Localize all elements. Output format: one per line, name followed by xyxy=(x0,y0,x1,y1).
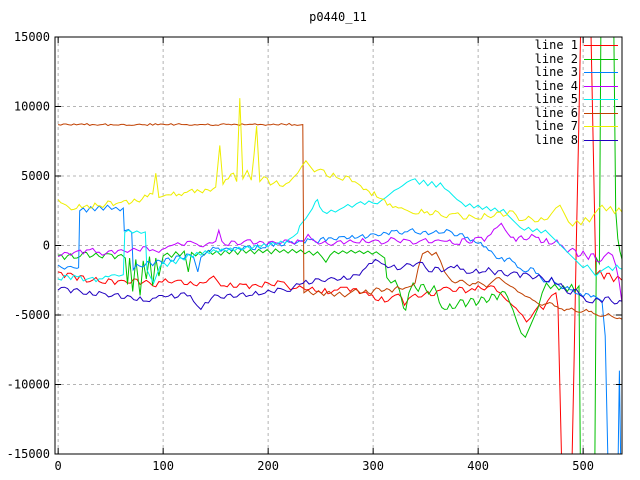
series-line-1 xyxy=(57,37,622,454)
series-line-8 xyxy=(57,258,622,311)
y-tick-label: -15000 xyxy=(7,447,50,461)
y-tick-label: -10000 xyxy=(7,378,50,392)
y-tick-label: 0 xyxy=(43,239,50,253)
chart-title: p0440_11 xyxy=(309,10,367,24)
x-tick-label: 300 xyxy=(362,459,384,473)
y-tick-label: 15000 xyxy=(14,30,50,44)
y-tick-label: 5000 xyxy=(21,169,50,183)
series-line-4 xyxy=(57,222,622,303)
series-line-7 xyxy=(57,98,622,227)
y-tick-label: 10000 xyxy=(14,100,50,114)
series-line-2 xyxy=(58,37,622,454)
y-tick-label: -5000 xyxy=(14,308,50,322)
series-group xyxy=(57,37,622,454)
series-line-3 xyxy=(57,204,622,454)
series-line-6 xyxy=(58,122,622,320)
series-line-5 xyxy=(57,178,622,285)
x-tick-label: 400 xyxy=(467,459,489,473)
tick-labels: 0 100 200 300 400 500 -15000 -10000 -5000 0 5000 10… xyxy=(7,30,594,473)
x-tick-label: 500 xyxy=(572,459,594,473)
grid xyxy=(55,37,622,454)
x-tick-label: 200 xyxy=(257,459,279,473)
axes xyxy=(54,36,623,455)
x-tick-label: 0 xyxy=(55,459,62,473)
x-tick-label: 100 xyxy=(152,459,174,473)
